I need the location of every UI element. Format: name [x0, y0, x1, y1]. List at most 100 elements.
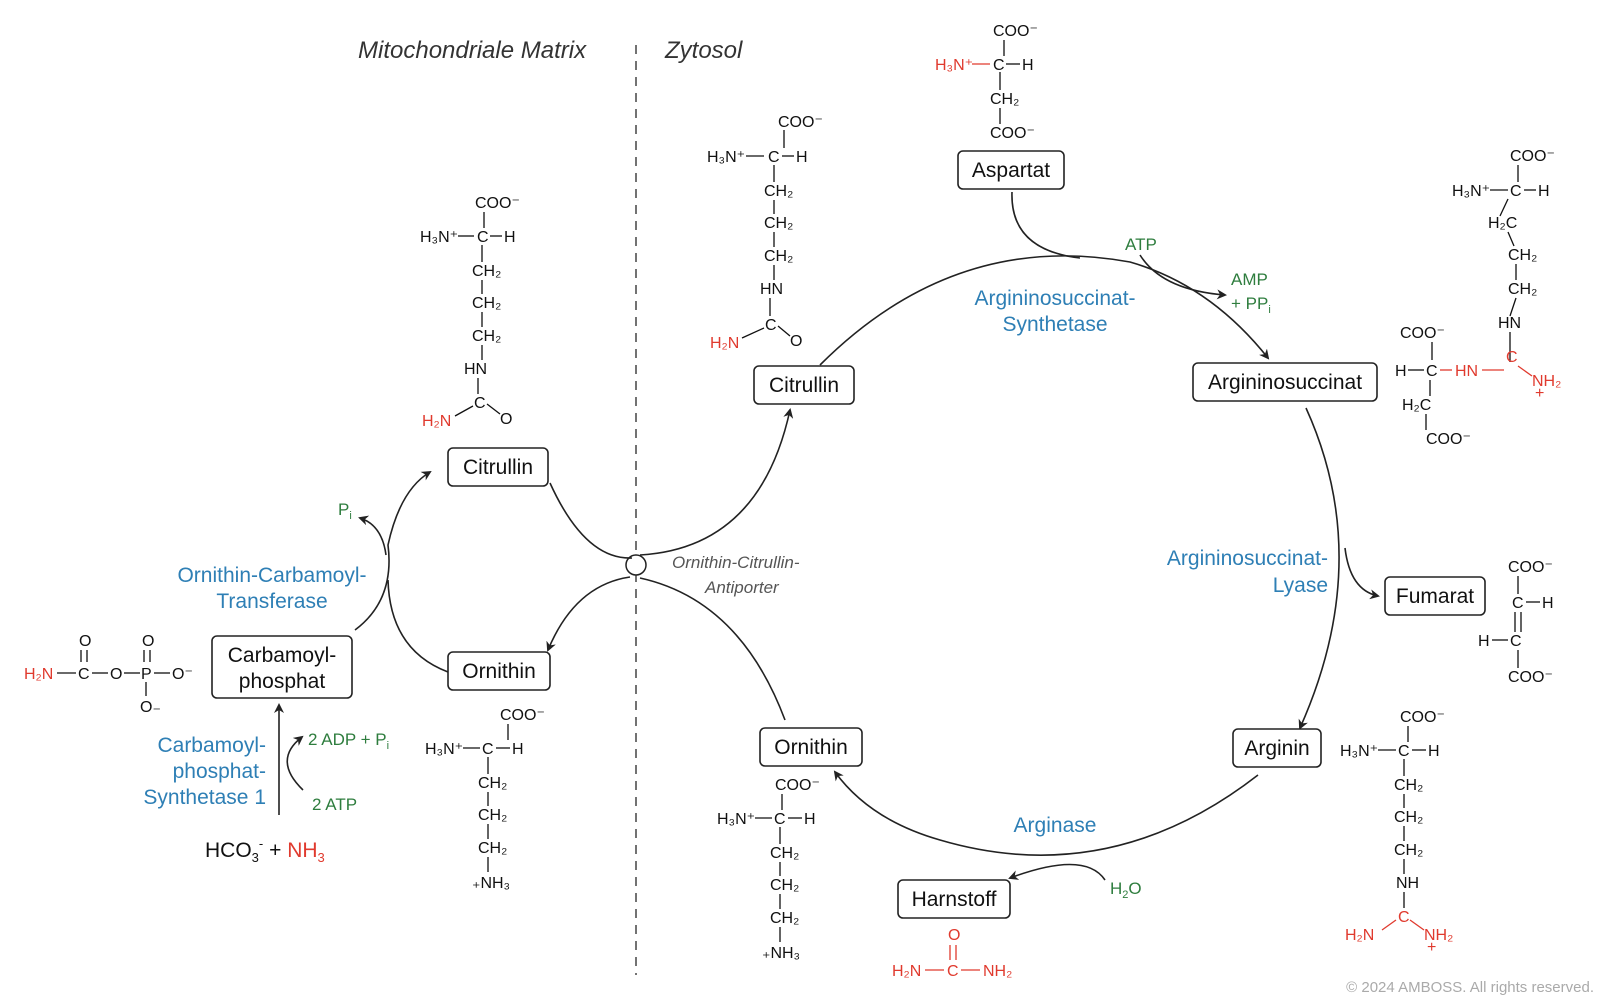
- svg-text:O₋: O₋: [140, 699, 161, 716]
- svg-text:CH₂: CH₂: [764, 215, 793, 232]
- svg-text:C: C: [1512, 595, 1524, 612]
- svg-text:CH₂: CH₂: [770, 877, 799, 894]
- svg-text:H₂N: H₂N: [1345, 927, 1374, 944]
- cofactor-ppi-sub: i: [1268, 304, 1270, 316]
- svg-text:C: C: [482, 741, 494, 758]
- svg-text:COO⁻: COO⁻: [778, 114, 823, 131]
- svg-text:COO⁻: COO⁻: [1400, 709, 1445, 726]
- cofactor-amp: AMP: [1231, 270, 1268, 289]
- svg-text:HN: HN: [1498, 315, 1521, 332]
- structure-citrullin-mito: COO⁻ H₃N⁺ C H CH₂ CH₂ CH₂ HN C O H₂N: [420, 195, 520, 430]
- svg-text:CH₂: CH₂: [1508, 247, 1537, 264]
- svg-text:O: O: [948, 927, 960, 944]
- arrow-ornithin-mito-in: [387, 579, 449, 673]
- nh3-sub: 3: [318, 850, 325, 865]
- arrow-citrullin-to-argininosuccinat: [819, 255, 1270, 366]
- structure-carbamoylphosphat: O O H₂N C O P O⁻ O₋: [24, 633, 193, 716]
- svg-text:H: H: [1395, 363, 1407, 380]
- arrow-to-fumarat: [1344, 547, 1380, 600]
- svg-text:NH₂: NH₂: [983, 963, 1012, 980]
- region-label-cytosol: Zytosol: [664, 37, 743, 64]
- box-fumarat: Fumarat: [1384, 576, 1486, 616]
- svg-text:C: C: [1510, 633, 1522, 650]
- enzyme-asl: Argininosuccinat-: [1167, 547, 1328, 570]
- svg-text:O: O: [142, 633, 154, 650]
- enzyme-arginase: Arginase: [1014, 814, 1097, 837]
- hco3: HCO: [205, 839, 252, 862]
- substrate-hco3-nh3: HCO3- + NH3: [205, 836, 325, 865]
- box-arginin: Arginin: [1232, 728, 1322, 768]
- svg-text:H₂N: H₂N: [892, 963, 921, 980]
- svg-text:CH₂: CH₂: [990, 91, 1019, 108]
- structure-harnstoff: O H₂N C NH₂: [892, 927, 1012, 980]
- svg-text:NH₂: NH₂: [1532, 373, 1561, 390]
- svg-text:CH₂: CH₂: [770, 910, 799, 927]
- svg-text:H₃N⁺: H₃N⁺: [425, 741, 463, 758]
- box-carbamoyl-line1: Carbamoyl-: [228, 644, 337, 667]
- box-ornithin-mito: Ornithin: [447, 651, 551, 691]
- box-ornithin-cytosol: Ornithin: [759, 727, 863, 767]
- arrow-antiporter-to-ornithin-mito: [546, 576, 631, 652]
- arrow-argininosuccinat-to-arginin: [1298, 407, 1340, 730]
- svg-text:CH₂: CH₂: [770, 845, 799, 862]
- cofactor-h2o-sub: 2: [1122, 889, 1128, 901]
- structure-aspartat: COO⁻ H₃N⁺ C H CH₂ COO⁻: [935, 23, 1038, 142]
- svg-text:CH₂: CH₂: [1394, 842, 1423, 859]
- svg-text:H: H: [1022, 57, 1034, 74]
- svg-text:H₂C: H₂C: [1402, 397, 1431, 414]
- enzyme-otc-2: Transferase: [216, 590, 327, 613]
- svg-text:H: H: [1428, 743, 1440, 760]
- structure-citrullin-cytosol: COO⁻ H₃N⁺ C H CH₂ CH₂ CH₂ HN C O H₂N: [707, 114, 823, 352]
- svg-text:H₃N⁺: H₃N⁺: [717, 811, 755, 828]
- svg-text:C: C: [1426, 363, 1438, 380]
- svg-text:C: C: [1510, 183, 1522, 200]
- box-carbamoylphosphat: Carbamoyl- phosphat: [211, 635, 353, 699]
- enzyme-cps1: Carbamoyl-: [157, 734, 266, 757]
- box-carbamoyl-line2: phosphat: [239, 670, 326, 693]
- substrate-plus: +: [263, 839, 287, 862]
- box-citrullin-cytosol-label: Citrullin: [769, 374, 839, 397]
- svg-text:NH₂: NH₂: [1424, 927, 1453, 944]
- svg-text:O: O: [110, 666, 122, 683]
- svg-text:H₃N⁺: H₃N⁺: [935, 57, 973, 74]
- box-arginin-label: Arginin: [1244, 737, 1309, 760]
- svg-text:COO⁻: COO⁻: [990, 125, 1035, 142]
- svg-text:O⁻: O⁻: [172, 666, 193, 683]
- cofactor-pi: Pi: [338, 500, 352, 522]
- cofactor-adp: 2 ADP + Pi: [308, 730, 389, 752]
- region-label-matrix: Mitochondriale Matrix: [358, 37, 587, 64]
- svg-text:C: C: [768, 149, 780, 166]
- svg-text:COO⁻: COO⁻: [1400, 325, 1445, 342]
- enzyme-cps1-3: Synthetase 1: [143, 786, 266, 809]
- svg-text:H: H: [512, 741, 524, 758]
- enzyme-cps1-2: phosphat-: [173, 760, 266, 783]
- svg-text:H₂C: H₂C: [1488, 215, 1517, 232]
- svg-text:C: C: [947, 963, 959, 980]
- box-harnstoff: Harnstoff: [897, 879, 1011, 919]
- enzyme-otc: Ornithin-Carbamoyl-: [177, 564, 366, 587]
- arrow-atp-to-adp: [286, 735, 304, 791]
- svg-text:H₃N⁺: H₃N⁺: [1340, 743, 1378, 760]
- box-argininosuccinat-label: Argininosuccinat: [1208, 371, 1362, 394]
- structure-fumarat: COO⁻ C H H C COO⁻: [1478, 559, 1554, 686]
- svg-text:COO⁻: COO⁻: [500, 707, 545, 724]
- hco3-sup: -: [259, 836, 263, 851]
- box-citrullin-mito-label: Citrullin: [463, 456, 533, 479]
- svg-text:H₂N: H₂N: [24, 666, 53, 683]
- svg-text:P: P: [141, 666, 152, 683]
- svg-text:H₃N⁺: H₃N⁺: [707, 149, 745, 166]
- svg-text:O: O: [79, 633, 91, 650]
- svg-text:CH₂: CH₂: [1508, 281, 1537, 298]
- svg-text:C: C: [477, 229, 489, 246]
- copyright: © 2024 AMBOSS. All rights reserved.: [1346, 979, 1594, 996]
- svg-text:O: O: [500, 411, 512, 428]
- svg-text:COO⁻: COO⁻: [1508, 669, 1553, 686]
- svg-text:CH₂: CH₂: [472, 328, 501, 345]
- svg-text:+: +: [1427, 939, 1436, 956]
- cofactor-ppi-main: + PP: [1231, 294, 1268, 313]
- svg-text:H₂N: H₂N: [422, 413, 451, 430]
- svg-text:HN: HN: [464, 361, 487, 378]
- svg-text:CH₂: CH₂: [478, 840, 507, 857]
- svg-text:C: C: [474, 395, 486, 412]
- arrow-citrullin-mito-to-antiporter: [549, 482, 633, 559]
